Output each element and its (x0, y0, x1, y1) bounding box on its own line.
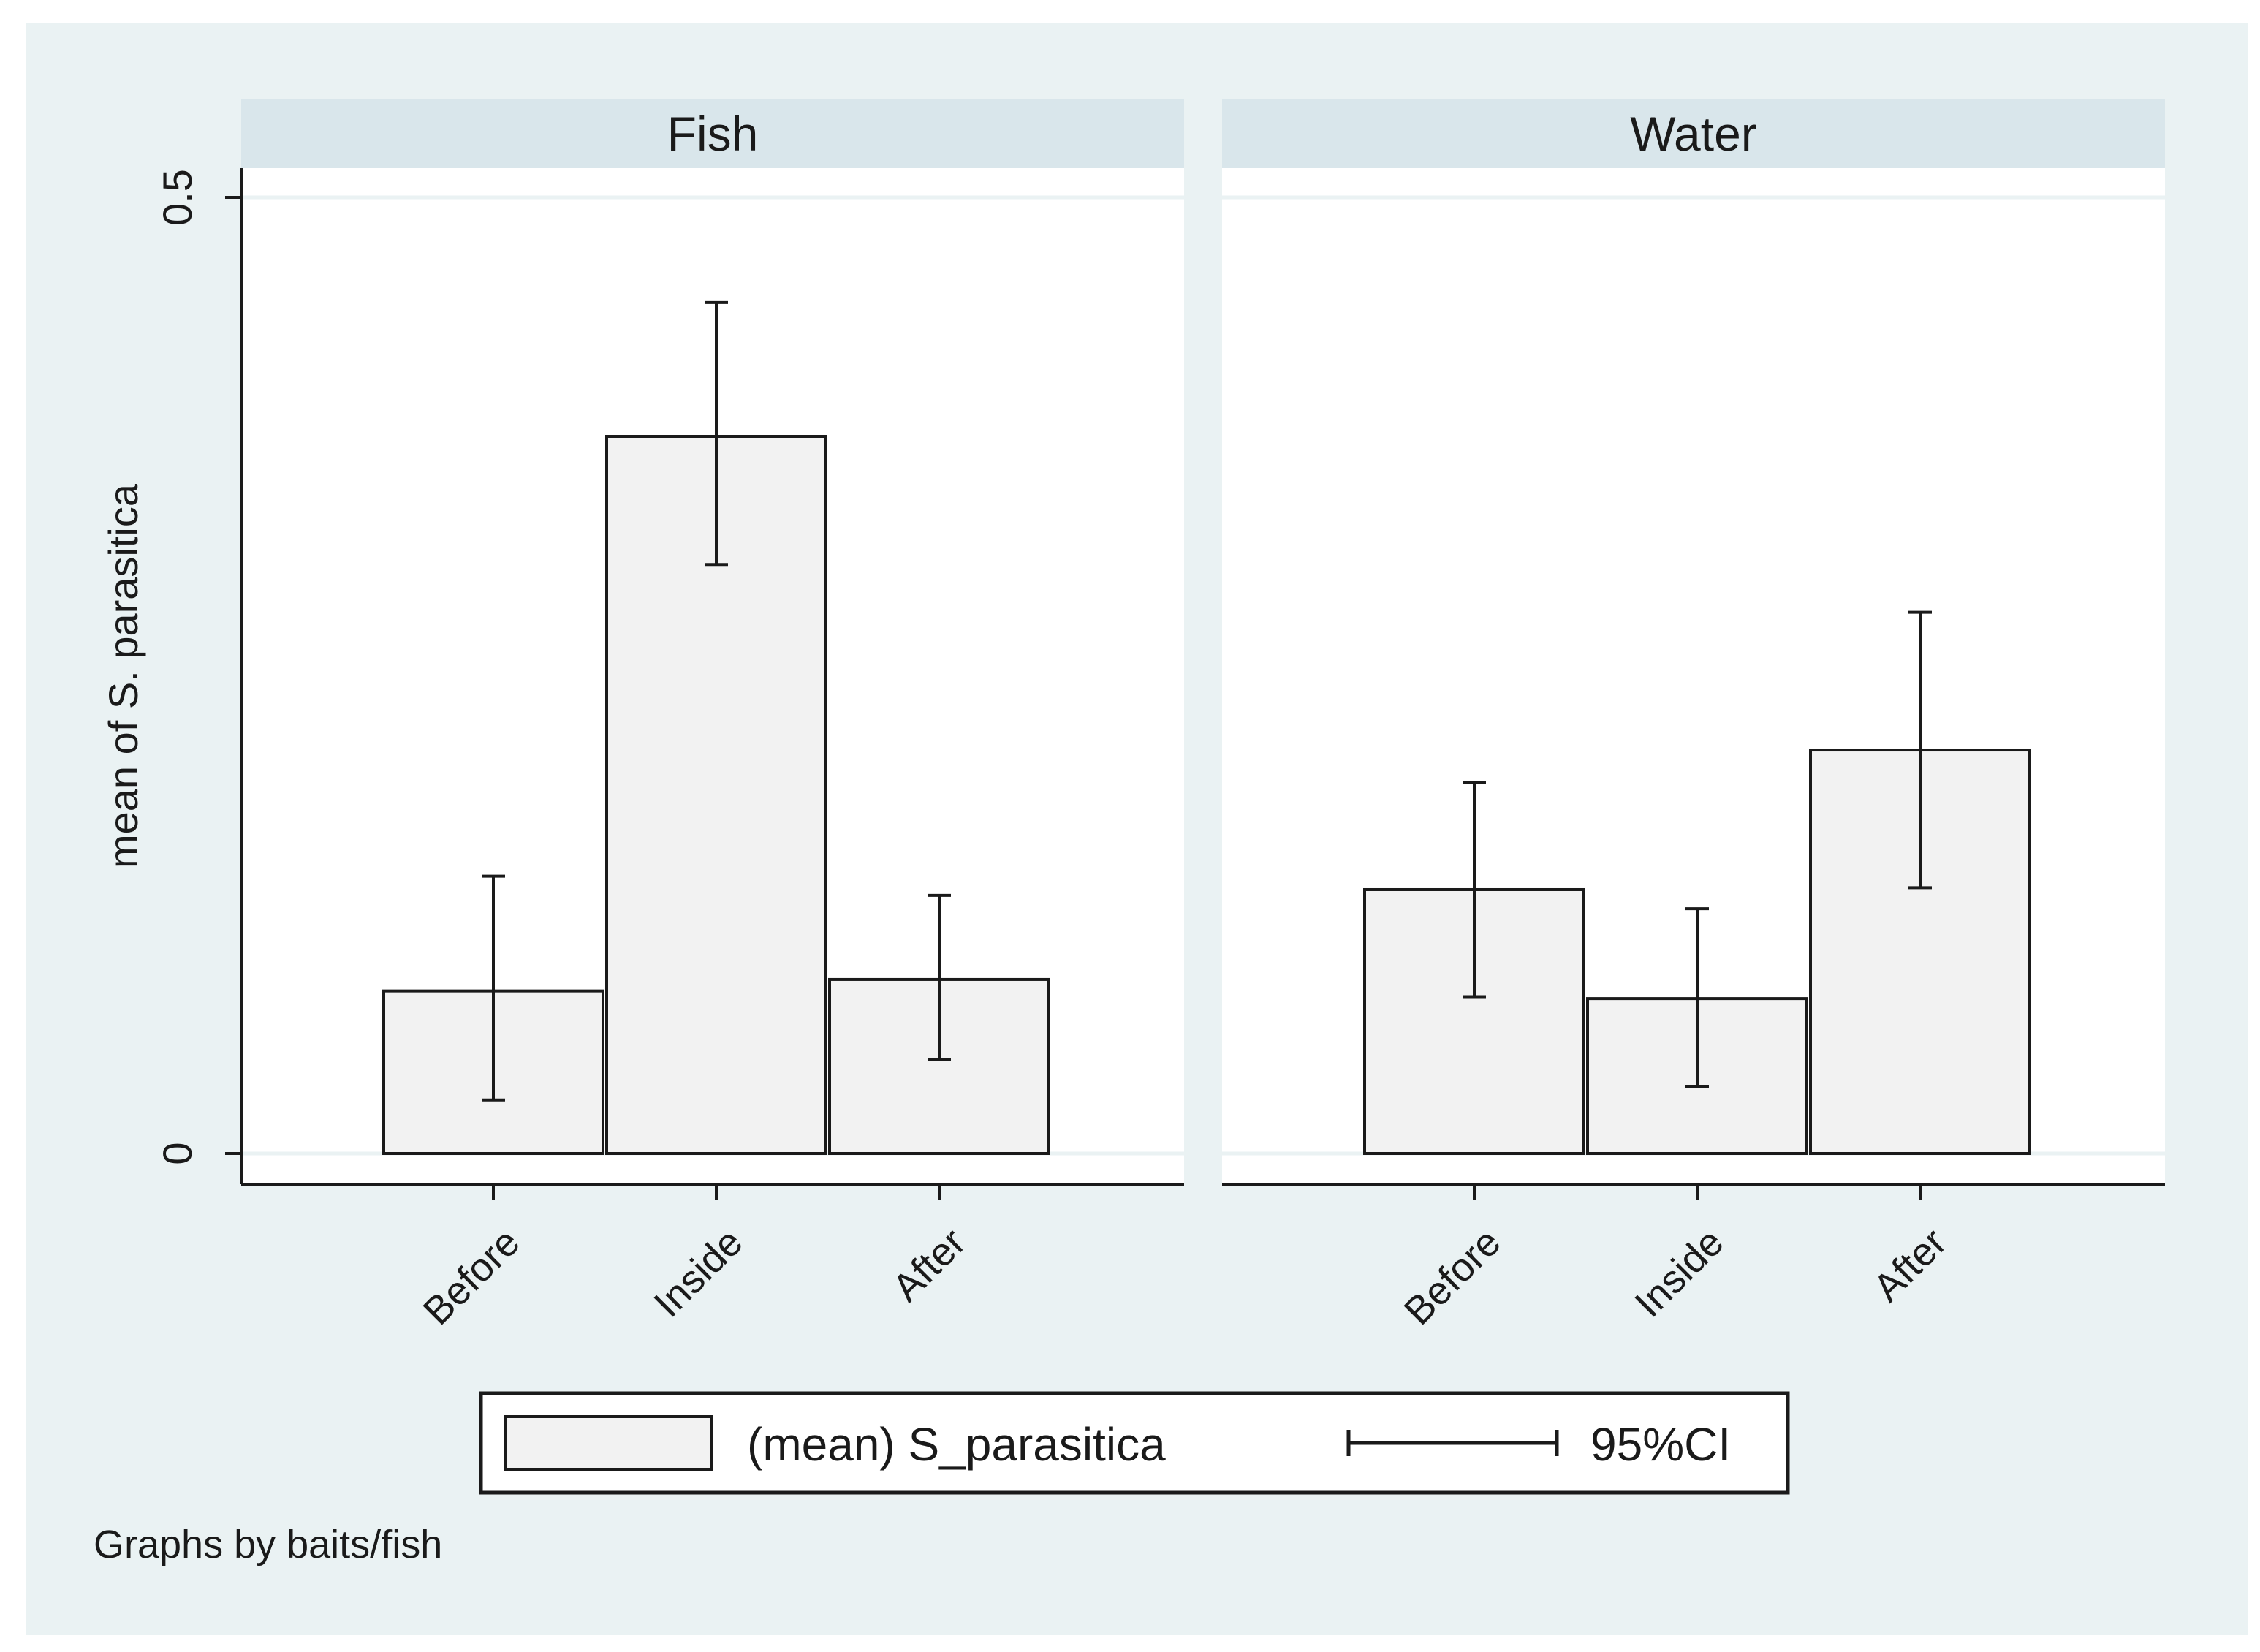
y-tick-label-1: 0.5 (154, 169, 200, 226)
graphs-by-note: Graphs by baits/fish (94, 1523, 442, 1566)
panel-fish-header (241, 99, 1184, 168)
panel-water: Water Before Inside After (1222, 99, 2165, 1333)
panel-water-title: Water (1630, 107, 1757, 161)
panel-water-bars (1363, 610, 2031, 1156)
panel-water-header (1222, 99, 2165, 168)
y-axis-label: mean of S. parasitica (100, 483, 146, 868)
panel-fish: Fish Before Inside After (225, 99, 1184, 1333)
legend-ci-label: 95%CI (1590, 1418, 1731, 1471)
legend: (mean) S_parasitica 95%CI (479, 1391, 1790, 1495)
panel-fish-bars (382, 300, 1050, 1156)
y-tick-labels: 00.5 (154, 169, 200, 1165)
panel-fish-title: Fish (667, 107, 759, 161)
y-tick-label-0: 0 (154, 1142, 200, 1164)
legend-bar-label: (mean) S_parasitica (747, 1418, 1166, 1471)
legend-bar-swatch (504, 1415, 713, 1471)
